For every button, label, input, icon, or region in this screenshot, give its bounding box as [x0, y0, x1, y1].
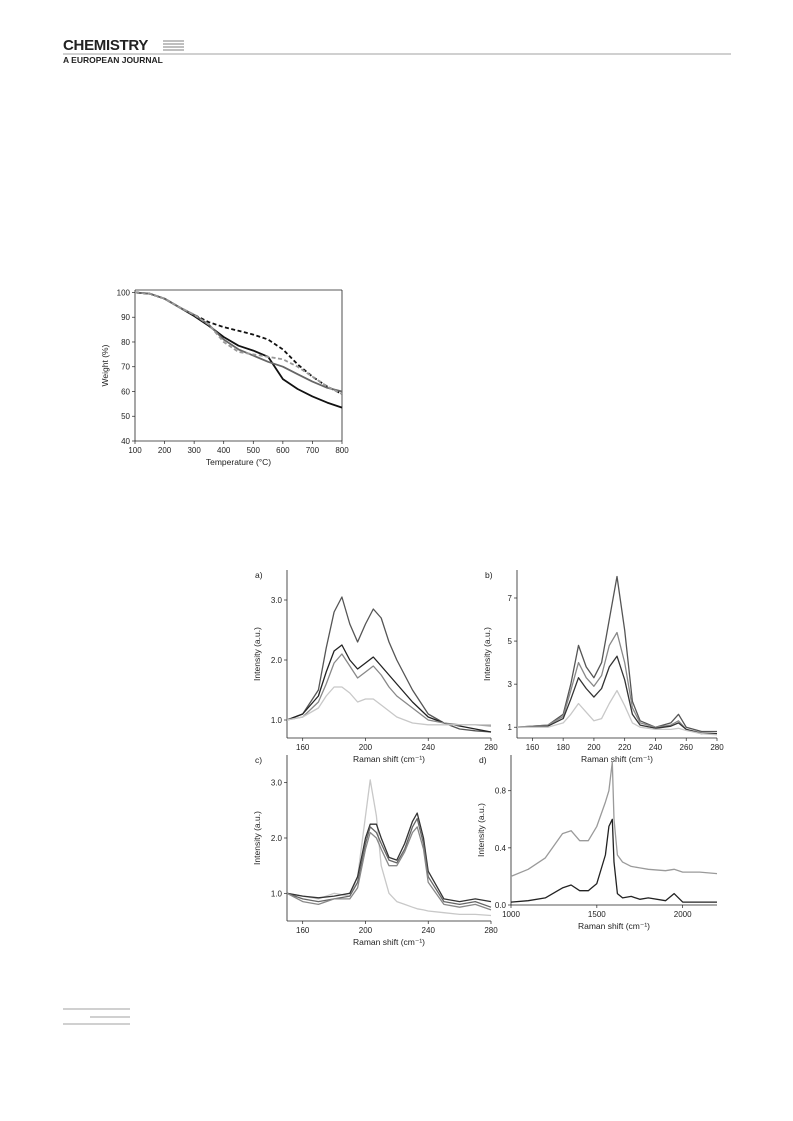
panel-label: d): [479, 755, 487, 765]
y-tick-label: 70: [121, 363, 130, 372]
x-tick-label: 160: [296, 926, 310, 935]
x-tick-label: 280: [484, 743, 498, 752]
series-line: [516, 655, 717, 735]
series-line: [286, 812, 492, 903]
x-tick-label: 700: [306, 446, 320, 455]
x-tick-label: 240: [422, 743, 436, 752]
y-tick-label: 1.0: [271, 716, 283, 725]
y-axis-label: Weight (%): [100, 344, 110, 386]
x-tick-label: 280: [484, 926, 498, 935]
y-tick-label: 0.0: [495, 901, 507, 910]
series-line: [286, 779, 492, 917]
x-tick-label: 400: [217, 446, 231, 455]
x-tick-label: 220: [618, 743, 632, 752]
y-tick-label: 3: [508, 680, 513, 689]
x-tick-label: 260: [680, 743, 694, 752]
series-line: [510, 761, 718, 878]
series-line: [286, 686, 491, 726]
series-line: [510, 818, 717, 903]
series-line: [286, 826, 492, 911]
x-axis-label: Raman shift (cm⁻¹): [578, 921, 650, 931]
y-tick-label: 100: [117, 288, 131, 297]
y-tick-label: 1: [508, 723, 513, 732]
y-tick-label: 7: [508, 594, 513, 603]
y-tick-label: 90: [121, 313, 130, 322]
title-lines: [163, 40, 184, 51]
series-line: [286, 817, 492, 908]
x-tick-label: 160: [526, 743, 540, 752]
x-tick-label: 240: [649, 743, 663, 752]
y-tick-label: 0.8: [495, 787, 507, 796]
journal-subtitle: A EUROPEAN JOURNAL: [63, 55, 163, 65]
chart: 160 180 200 220 240 260 280 1 3 5 7 Raman shift (cm…: [482, 570, 724, 764]
x-tick-label: 240: [422, 926, 436, 935]
chart: 160 200 240 280 1.0 2.0 3.0 Raman shift (cm⁻¹) I…: [252, 570, 498, 764]
x-tick-label: 100: [128, 446, 142, 455]
series-line: [516, 631, 718, 735]
y-tick-label: 40: [121, 437, 130, 446]
y-tick-label: 80: [121, 338, 130, 347]
y-tick-label: 60: [121, 387, 130, 396]
x-tick-label: 200: [587, 743, 601, 752]
x-tick-label: 160: [296, 743, 310, 752]
x-tick-label: 600: [276, 446, 290, 455]
panel-label: a): [255, 570, 263, 580]
series-line: [286, 653, 492, 727]
panel-label: c): [255, 755, 262, 765]
x-axis-label: Temperature (°C): [206, 457, 271, 467]
series-line: [517, 689, 718, 736]
y-tick-label: 3.0: [271, 779, 283, 788]
x-axis-label: Raman shift (cm⁻¹): [353, 754, 425, 764]
y-tick-label: 3.0: [271, 596, 283, 605]
y-tick-label: 2.0: [271, 834, 283, 843]
series-line: [134, 291, 343, 393]
y-tick-label: 1.0: [271, 889, 283, 898]
x-axis-label: Raman shift (cm⁻¹): [581, 754, 653, 764]
x-tick-label: 200: [158, 446, 172, 455]
y-axis-label: Intensity (a.u.): [252, 811, 262, 865]
y-tick-label: 50: [121, 412, 130, 421]
series-line: [286, 644, 492, 733]
y-tick-label: 5: [508, 637, 513, 646]
x-tick-label: 200: [359, 743, 373, 752]
chart: 1000 1500 2000 0.0 0.4 0.8 Raman shift (cm⁻¹) I…: [476, 755, 718, 931]
y-tick-label: 2.0: [271, 656, 283, 665]
series-line: [516, 575, 717, 733]
x-axis-label: Raman shift (cm⁻¹): [353, 937, 425, 947]
series-line: [134, 291, 343, 395]
x-tick-label: 280: [710, 743, 724, 752]
chart: 100 200 300 400 500 600 700 800 40 50 60 70 80 90 100 T…: [100, 288, 349, 467]
y-axis-label: Intensity (a.u.): [482, 627, 492, 681]
x-tick-label: 300: [187, 446, 201, 455]
x-tick-label: 200: [359, 926, 373, 935]
journal-title: CHEMISTRY: [63, 37, 148, 54]
x-tick-label: 500: [247, 446, 261, 455]
x-tick-label: 1000: [502, 910, 520, 919]
y-tick-label: 0.4: [495, 844, 507, 853]
series-line: [134, 291, 343, 395]
x-tick-label: 2000: [674, 910, 692, 919]
panel-label: b): [485, 570, 493, 580]
x-tick-label: 180: [556, 743, 570, 752]
x-tick-label: 800: [335, 446, 349, 455]
chart: 160 200 240 280 1.0 2.0 3.0 Raman shift (cm⁻¹) I…: [252, 755, 498, 947]
y-axis-label: Intensity (a.u.): [476, 803, 486, 857]
footnote-rules: [63, 1008, 130, 1025]
x-tick-label: 1500: [588, 910, 606, 919]
y-axis-label: Intensity (a.u.): [252, 627, 262, 681]
